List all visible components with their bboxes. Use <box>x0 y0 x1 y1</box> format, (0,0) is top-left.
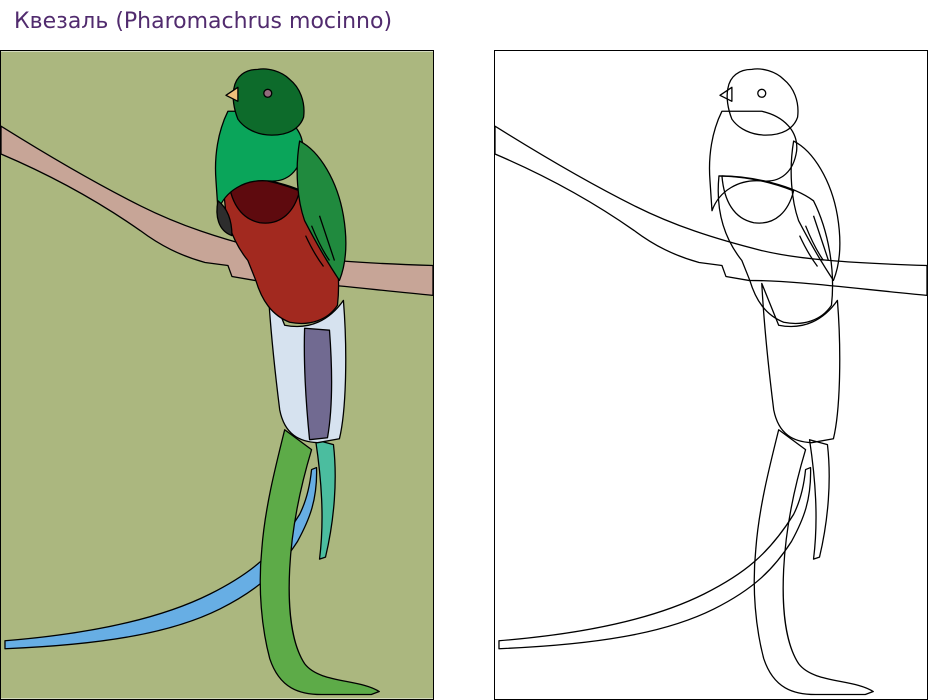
tail-feather-teal <box>314 439 336 560</box>
tail-streamer-blue <box>4 466 318 650</box>
tail-center-purple <box>303 327 333 441</box>
tail-feather-2-outline <box>808 439 830 560</box>
colored-quetzal-illustration <box>0 50 434 700</box>
beak <box>225 86 239 102</box>
tail-streamer-outline <box>498 466 812 650</box>
branch <box>1 125 433 297</box>
head-outline <box>726 68 799 136</box>
beak-outline <box>719 86 733 102</box>
body-outline <box>708 110 798 212</box>
body-green <box>214 110 304 212</box>
wing-green <box>296 140 347 282</box>
wing-outline <box>790 140 841 282</box>
head-green <box>232 68 305 136</box>
tail-feather-green <box>259 429 380 696</box>
undertail-outline <box>761 282 841 444</box>
branch-outline <box>495 125 927 297</box>
outline-quetzal-illustration <box>494 50 928 700</box>
eye <box>263 88 273 98</box>
belly-outline <box>717 175 834 325</box>
page-title: Квезаль (Pharomachrus mocinno) <box>14 9 393 34</box>
dark-patch <box>216 200 233 237</box>
eye-outline <box>757 88 767 98</box>
tail-feather-outline <box>753 429 874 696</box>
